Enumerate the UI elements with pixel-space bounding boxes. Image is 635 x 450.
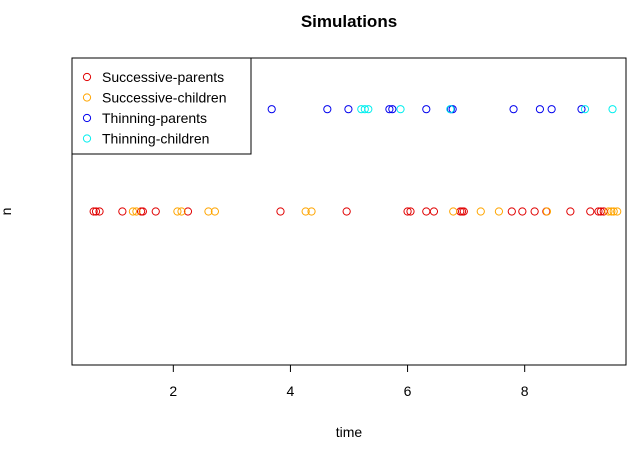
- data-point: [613, 207, 622, 216]
- data-point: [403, 207, 412, 216]
- x-tick-label: 8: [521, 383, 529, 399]
- legend-marker: [82, 72, 92, 82]
- legend: Successive-parents Successive-children Thi…: [71, 57, 252, 155]
- data-point: [360, 105, 369, 114]
- data-point: [344, 105, 353, 114]
- data-point: [301, 207, 310, 216]
- data-point: [151, 207, 160, 216]
- data-point: [494, 207, 504, 216]
- data-point: [594, 207, 603, 216]
- data-point: [89, 207, 98, 216]
- legend-entry: Thinning-parents: [102, 110, 207, 126]
- data-point: [91, 207, 101, 216]
- legend-marker: [82, 113, 92, 123]
- data-point: [385, 105, 394, 114]
- data-point: [210, 207, 219, 216]
- data-point: [342, 207, 351, 216]
- data-point: [128, 207, 138, 216]
- data-point: [422, 105, 431, 114]
- data-point: [530, 207, 539, 216]
- x-axis-label: time: [336, 424, 363, 440]
- data-point: [535, 105, 545, 114]
- legend-entry: Successive-children: [102, 90, 227, 106]
- legend-marker: [82, 134, 92, 143]
- data-point: [307, 207, 316, 216]
- data-point: [507, 207, 516, 216]
- data-point: [173, 207, 182, 216]
- data-point: [388, 105, 397, 114]
- data-point: [577, 105, 586, 114]
- data-point: [607, 207, 616, 216]
- data-point: [95, 207, 104, 216]
- data-point: [429, 207, 439, 216]
- x-axis: 2 4 6 8: [169, 364, 529, 399]
- data-point: [118, 207, 127, 216]
- data-point: [609, 207, 618, 216]
- data-point: [177, 207, 186, 216]
- data-point: [457, 207, 467, 216]
- data-point: [448, 105, 457, 114]
- data-point: [449, 207, 458, 216]
- x-tick-label: 4: [287, 383, 295, 399]
- data-point: [132, 207, 141, 216]
- data-point: [323, 105, 332, 114]
- data-point: [580, 105, 590, 114]
- data-point: [608, 105, 617, 114]
- data-point: [446, 105, 455, 114]
- data-point: [586, 207, 595, 216]
- legend-marker: [82, 93, 92, 102]
- data-point: [406, 207, 415, 216]
- data-point: [422, 207, 431, 216]
- data-point: [566, 207, 575, 216]
- legend-box: [71, 57, 252, 155]
- data-point: [183, 207, 193, 216]
- data-point: [267, 105, 276, 114]
- data-point: [276, 207, 285, 216]
- data-point: [138, 207, 147, 216]
- legend-entry: Successive-parents: [102, 69, 224, 85]
- data-point: [518, 207, 527, 216]
- series-successive-children: [128, 207, 622, 216]
- data-point: [204, 207, 213, 216]
- data-point: [604, 207, 613, 216]
- data-point: [542, 207, 552, 216]
- y-axis-label: n: [0, 208, 14, 216]
- series-successive-parents: [89, 207, 608, 216]
- data-point: [547, 105, 556, 114]
- x-tick-label: 6: [404, 383, 412, 399]
- chart-title: Simulations: [301, 12, 397, 31]
- data-point: [476, 207, 485, 216]
- x-tick-label: 2: [169, 383, 177, 399]
- data-point: [509, 105, 518, 114]
- data-point: [364, 105, 373, 114]
- legend-entry: Thinning-children: [102, 131, 209, 147]
- data-point: [396, 105, 405, 114]
- data-point: [459, 207, 468, 216]
